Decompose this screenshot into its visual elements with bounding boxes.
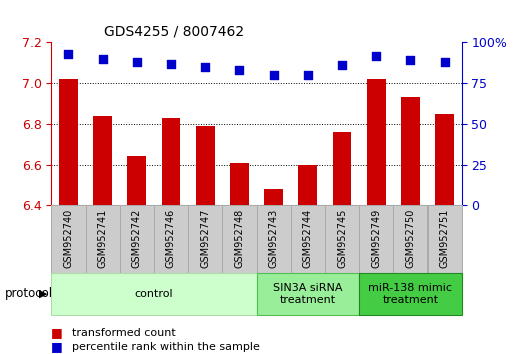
Bar [291,205,325,273]
Bar [264,189,283,205]
Point [372,53,380,58]
Bar [230,162,249,205]
Text: percentile rank within the sample: percentile rank within the sample [72,342,260,352]
Bar [86,205,120,273]
Bar [154,205,188,273]
Text: protocol: protocol [5,287,53,300]
Bar [332,132,351,205]
Bar [120,205,154,273]
Bar [359,273,462,315]
Text: GSM952740: GSM952740 [64,209,73,268]
Text: ▶: ▶ [38,289,47,299]
Bar [196,126,214,205]
Point [201,64,209,70]
Text: control: control [134,289,173,299]
Bar [162,118,181,205]
Bar [256,205,291,273]
Point [406,58,415,63]
Text: GSM952749: GSM952749 [371,209,381,268]
Bar [59,79,78,205]
Point [441,59,449,65]
Text: GDS4255 / 8007462: GDS4255 / 8007462 [104,25,245,39]
Point [338,62,346,68]
Bar [367,79,386,205]
Point [304,72,312,78]
Bar [222,205,256,273]
Text: GSM952745: GSM952745 [337,209,347,268]
Point [269,72,278,78]
Text: SIN3A siRNA
treatment: SIN3A siRNA treatment [273,283,343,305]
Bar [51,205,86,273]
Text: ■: ■ [51,326,63,339]
Bar [435,114,454,205]
Bar [427,205,462,273]
Text: GSM952751: GSM952751 [440,209,449,268]
Bar [127,156,146,205]
Bar [401,97,420,205]
Point [235,67,244,73]
Text: GSM952743: GSM952743 [269,209,279,268]
Text: transformed count: transformed count [72,328,175,338]
Bar [359,205,393,273]
Text: GSM952750: GSM952750 [405,209,416,268]
Bar [51,273,256,315]
Point [98,56,107,62]
Text: GSM952748: GSM952748 [234,209,244,268]
Text: GSM952746: GSM952746 [166,209,176,268]
Text: ■: ■ [51,341,63,353]
Point [133,59,141,65]
Text: GSM952741: GSM952741 [97,209,108,268]
Text: miR-138 mimic
treatment: miR-138 mimic treatment [368,283,452,305]
Text: GSM952744: GSM952744 [303,209,313,268]
Bar [393,205,427,273]
Point [167,61,175,67]
Bar [325,205,359,273]
Bar [299,165,317,205]
Text: GSM952747: GSM952747 [200,209,210,268]
Text: GSM952742: GSM952742 [132,209,142,268]
Bar [256,273,359,315]
Bar [188,205,222,273]
Bar [93,116,112,205]
Point [64,51,72,57]
